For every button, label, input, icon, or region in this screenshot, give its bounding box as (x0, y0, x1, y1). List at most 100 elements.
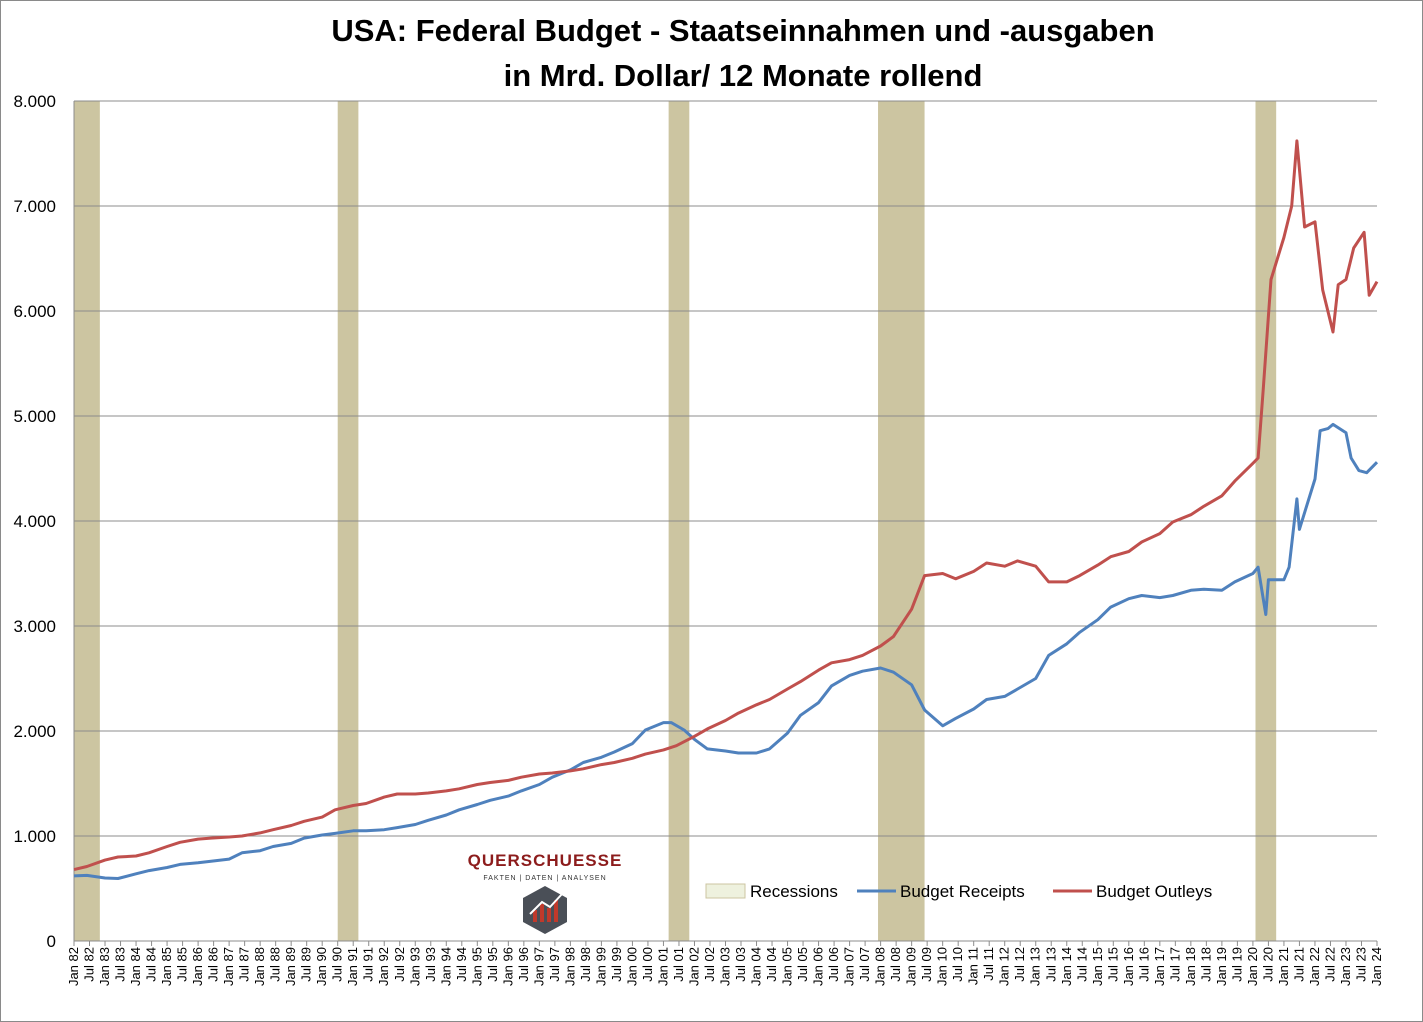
x-tick-label-2021-01: Jan 21 (1276, 947, 1291, 986)
x-tick-label-1985-01: Jan 85 (159, 947, 174, 986)
x-tick-label-2003-01: Jan 03 (718, 947, 733, 986)
y-tick-label-8: 8.000 (13, 92, 56, 111)
x-tick-label-2022-01: Jan 22 (1307, 947, 1322, 986)
x-tick-label-2013-07: Jul 13 (1043, 947, 1058, 982)
x-tick-label-1988-01: Jan 88 (252, 947, 267, 986)
x-tick-label-1995-01: Jan 95 (469, 947, 484, 986)
x-tick-label-2010-07: Jul 10 (950, 947, 965, 982)
x-tick-label-1989-01: Jan 89 (283, 947, 298, 986)
x-tick-label-1984-07: Jul 84 (144, 947, 159, 982)
y-tick-label-6: 6.000 (13, 302, 56, 321)
x-tick-label-1997-07: Jul 97 (547, 947, 562, 982)
x-tick-label-2021-07: Jul 21 (1291, 947, 1306, 982)
x-tick-label-2003-07: Jul 03 (733, 947, 748, 982)
x-tick-label-2013-01: Jan 13 (1028, 947, 1043, 986)
x-tick-label-2017-07: Jul 17 (1167, 947, 1182, 982)
x-tick-label-1990-07: Jul 90 (330, 947, 345, 982)
budget-outleys-line (73, 139, 1379, 872)
x-tick-label-1989-07: Jul 89 (299, 947, 314, 982)
x-tick-label-1982-01: Jan 82 (66, 947, 81, 986)
x-tick-label-2023-01: Jan 23 (1338, 947, 1353, 986)
legend: Recessions Budget Receipts Budget Outleys (705, 882, 1212, 901)
x-tick-label-1990-01: Jan 90 (314, 947, 329, 986)
x-tick-label-1986-07: Jul 86 (206, 947, 221, 982)
y-tick-label-4: 4.000 (13, 512, 56, 531)
legend-label-receipts: Budget Receipts (900, 882, 1025, 901)
x-tick-label-2022-07: Jul 22 (1322, 947, 1337, 982)
x-tick-label-1993-07: Jul 93 (423, 947, 438, 982)
x-tick-label-1994-01: Jan 94 (438, 947, 453, 986)
x-tick-label-2014-07: Jul 14 (1074, 947, 1089, 982)
x-tick-label-2006-01: Jan 06 (811, 947, 826, 986)
x-tick-label-2005-07: Jul 05 (795, 947, 810, 982)
x-tick-label-2005-01: Jan 05 (780, 947, 795, 986)
legend-label-outleys: Budget Outleys (1096, 882, 1212, 901)
x-tick-label-1984-01: Jan 84 (128, 947, 143, 986)
x-tick-label-2007-07: Jul 07 (857, 947, 872, 982)
x-tick-label-2019-01: Jan 19 (1214, 947, 1229, 986)
x-tick-label-2006-07: Jul 06 (826, 947, 841, 982)
x-tick-label-2009-07: Jul 09 (919, 947, 934, 982)
x-tick-label-2023-07: Jul 23 (1353, 947, 1368, 982)
y-tick-label-3: 3.000 (13, 617, 56, 636)
x-tick-label-2014-01: Jan 14 (1059, 947, 1074, 986)
x-tick-label-1995-07: Jul 95 (485, 947, 500, 982)
x-tick-label-1996-07: Jul 96 (516, 947, 531, 982)
x-tick-label-1998-01: Jan 98 (562, 947, 577, 986)
x-tick-label-1992-07: Jul 92 (392, 947, 407, 982)
x-tick-label-1991-07: Jul 91 (361, 947, 376, 982)
x-tick-label-1987-01: Jan 87 (221, 947, 236, 986)
x-tick-label-1997-01: Jan 97 (531, 947, 546, 986)
x-tick-label-2019-07: Jul 19 (1229, 947, 1244, 982)
x-tick-label-2004-01: Jan 04 (749, 947, 764, 986)
x-tick-label-1991-01: Jan 91 (345, 947, 360, 986)
y-tick-label-0: 0 (47, 932, 56, 951)
x-tick-label-2001-07: Jul 01 (671, 947, 686, 982)
x-tick-label-1992-01: Jan 92 (376, 947, 391, 986)
x-tick-label-2017-01: Jan 17 (1152, 947, 1167, 986)
legend-label-recessions: Recessions (750, 882, 838, 901)
x-tick-label-2016-07: Jul 16 (1136, 947, 1151, 982)
x-tick-label-2008-07: Jul 08 (888, 947, 903, 982)
x-tick-label-2010-01: Jan 10 (935, 947, 950, 986)
x-tick-label-2018-01: Jan 18 (1183, 947, 1198, 986)
x-tick-label-2012-07: Jul 12 (1012, 947, 1027, 982)
x-tick-label-1982-07: Jul 82 (82, 947, 97, 982)
x-tick-label-1985-07: Jul 85 (175, 947, 190, 982)
gridlines (74, 100, 1377, 942)
x-tick-label-2015-01: Jan 15 (1090, 947, 1105, 986)
x-tick-label-1996-01: Jan 96 (500, 947, 515, 986)
x-tick-label-1983-01: Jan 83 (97, 947, 112, 986)
x-tick-label-1987-07: Jul 87 (237, 947, 252, 982)
legend-swatch-recessions (705, 883, 746, 899)
x-tick-label-2011-01: Jan 11 (966, 947, 981, 985)
x-tick-label-2004-07: Jul 04 (764, 947, 779, 982)
x-axis: Jan 82 Jul 82 Jan 83 Jul 83 Jan 84 Jul 84 Jan … (66, 101, 1384, 986)
x-tick-label-2011-07: Jul 11 (981, 947, 996, 981)
x-tick-label-2001-01: Jan 01 (655, 947, 670, 986)
x-tick-label-1994-07: Jul 94 (454, 947, 469, 982)
x-tick-label-2000-01: Jan 00 (624, 947, 639, 986)
y-tick-label-5: 5.000 (13, 407, 56, 426)
x-tick-label-1983-07: Jul 83 (113, 947, 128, 982)
x-tick-label-2024-01: Jan 24 (1369, 947, 1384, 986)
y-axis-ticks: 0 1.000 2.000 3.000 4.000 5.000 6.000 7.000 8.00… (13, 92, 56, 951)
x-tick-label-2000-07: Jul 00 (640, 947, 655, 982)
x-tick-label-2012-01: Jan 12 (997, 947, 1012, 986)
bar-chart-hexagon-icon (523, 886, 567, 934)
logo-tagline: FAKTEN | DATEN | ANALYSEN (483, 875, 606, 882)
x-tick-label-2020-07: Jul 20 (1260, 947, 1275, 982)
x-tick-label-1998-07: Jul 98 (578, 947, 593, 982)
x-tick-label-1993-01: Jan 93 (407, 947, 422, 986)
y-tick-label-1: 1.000 (13, 827, 56, 846)
x-tick-label-2020-01: Jan 20 (1245, 947, 1260, 986)
x-tick-label-1988-07: Jul 88 (268, 947, 283, 982)
logo-name: QUERSCHUESSE (468, 851, 623, 870)
x-tick-label-2008-01: Jan 08 (873, 947, 888, 986)
x-tick-label-2016-01: Jan 16 (1121, 947, 1136, 986)
querschuesse-logo: QUERSCHUESSE FAKTEN | DATEN | ANALYSEN (468, 851, 623, 934)
chart-title: USA: Federal Budget - Staatseinnahmen un… (331, 13, 1154, 48)
x-tick-label-1999-07: Jul 99 (609, 947, 624, 982)
x-tick-label-2002-01: Jan 02 (686, 947, 701, 986)
x-tick-label-2007-01: Jan 07 (842, 947, 857, 986)
